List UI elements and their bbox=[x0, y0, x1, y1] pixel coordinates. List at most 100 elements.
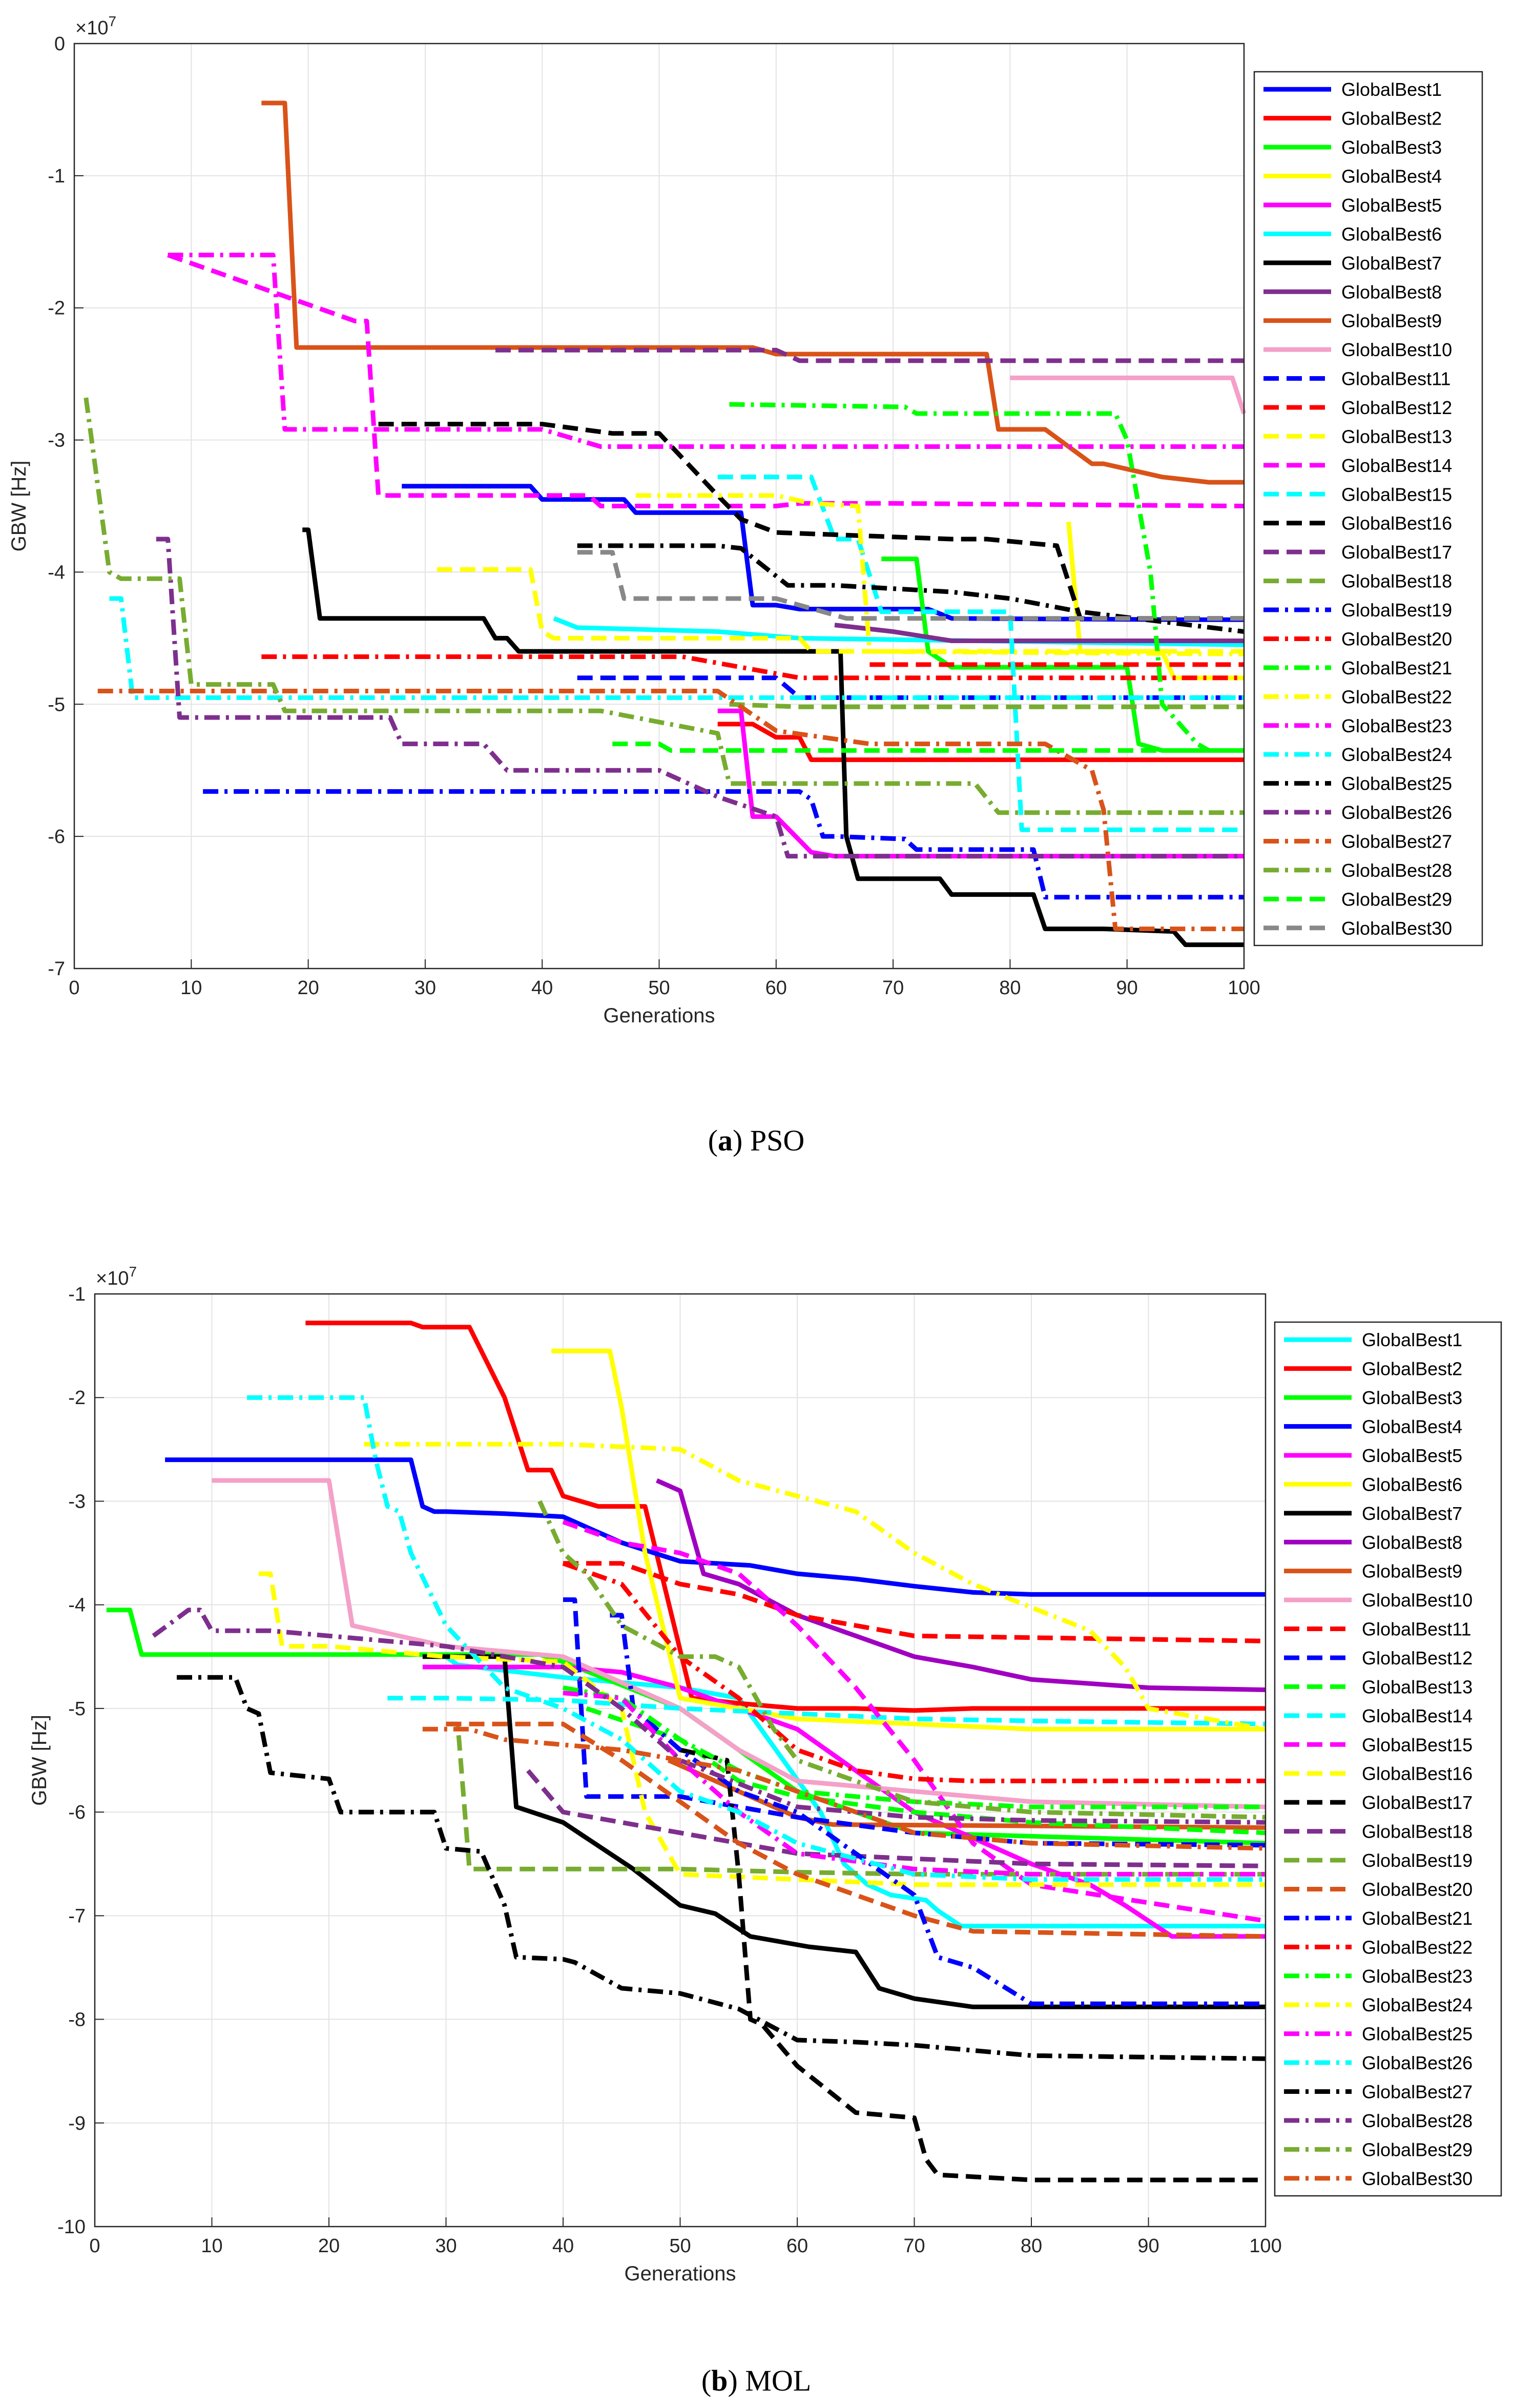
y-tick-label: -5 bbox=[68, 1698, 86, 1720]
y-tick-label: -5 bbox=[48, 694, 65, 715]
legend-entry-label: GlobalBest10 bbox=[1341, 339, 1452, 360]
legend-entry-label: GlobalBest2 bbox=[1341, 108, 1442, 129]
y-tick-label: -7 bbox=[68, 1905, 86, 1927]
legend-entry-label: GlobalBest22 bbox=[1341, 686, 1452, 707]
series-line-globalbest12 bbox=[563, 1597, 1266, 1848]
legend-entry-label: GlobalBest26 bbox=[1362, 2052, 1473, 2073]
y-tick-label: -3 bbox=[68, 1491, 86, 1512]
y-tick-label: -1 bbox=[68, 1284, 86, 1305]
series-line-globalbest29 bbox=[537, 1500, 1266, 1820]
legend-entry-label: GlobalBest27 bbox=[1341, 831, 1452, 852]
legend-entry-label: GlobalBest16 bbox=[1341, 513, 1452, 534]
series-line-globalbest21 bbox=[729, 402, 1244, 753]
legend-entry-label: GlobalBest4 bbox=[1362, 1416, 1462, 1437]
legend-entry-label: GlobalBest14 bbox=[1362, 1705, 1473, 1726]
legend-entry-label: GlobalBest11 bbox=[1362, 1619, 1471, 1640]
legend-entry-label: GlobalBest19 bbox=[1341, 600, 1452, 621]
legend-entry-label: GlobalBest3 bbox=[1341, 137, 1442, 158]
series-line-globalbest15 bbox=[717, 475, 1244, 832]
series-line-globalbest20 bbox=[261, 654, 1244, 681]
legend-entry-label: GlobalBest28 bbox=[1362, 2110, 1473, 2131]
legend-entry-label: GlobalBest20 bbox=[1341, 628, 1452, 649]
x-tick-label: 100 bbox=[1228, 977, 1260, 999]
caption-letter: a bbox=[718, 1124, 733, 1157]
legend-entry-label: GlobalBest21 bbox=[1362, 1908, 1473, 1929]
x-tick-label: 70 bbox=[882, 977, 904, 999]
x-axis-label: Generations bbox=[625, 2262, 736, 2285]
legend-entry-label: GlobalBest12 bbox=[1341, 397, 1452, 418]
series-line-globalbest7 bbox=[422, 1654, 1266, 2009]
series-line-globalbest8 bbox=[834, 623, 1244, 643]
series-line-globalbest14 bbox=[167, 253, 1245, 508]
legend-entry-label: GlobalBest18 bbox=[1362, 1821, 1473, 1842]
x-tick-label: 60 bbox=[786, 2235, 808, 2257]
series-line-globalbest16 bbox=[378, 422, 1244, 621]
series-line-globalbest25 bbox=[563, 1691, 1266, 1877]
legend-entry-label: GlobalBest8 bbox=[1341, 281, 1442, 302]
series-line-globalbest27 bbox=[97, 689, 1244, 932]
legend-entry-label: GlobalBest24 bbox=[1341, 744, 1452, 765]
legend-entry-label: GlobalBest17 bbox=[1341, 542, 1452, 563]
caption-mol: (b) MOL bbox=[701, 2364, 811, 2397]
exponent-label: ×107 bbox=[96, 1264, 137, 1289]
series-line-globalbest17 bbox=[495, 347, 1244, 363]
y-tick-label: -2 bbox=[48, 298, 65, 319]
x-tick-label: 0 bbox=[89, 2235, 100, 2257]
legend-box bbox=[1274, 1321, 1502, 2197]
y-tick-label: -2 bbox=[68, 1387, 86, 1409]
y-tick-label: -6 bbox=[48, 826, 65, 848]
series-line-globalbest27 bbox=[177, 1675, 1266, 2061]
legend-entry-label: GlobalBest25 bbox=[1362, 2024, 1473, 2045]
series-line-globalbest2 bbox=[717, 722, 1244, 763]
series-line-globalbest30 bbox=[577, 550, 1244, 621]
y-tick-label: -10 bbox=[57, 2216, 86, 2238]
series-line-globalbest22 bbox=[562, 1561, 1266, 1783]
x-tick-label: 10 bbox=[180, 977, 202, 999]
series-line-globalbest30 bbox=[422, 1726, 1266, 1851]
series-line-globalbest4 bbox=[165, 1457, 1266, 1597]
x-tick-label: 30 bbox=[414, 977, 436, 999]
caption-pso: (a) PSO bbox=[708, 1124, 805, 1157]
legend-entry-label: GlobalBest6 bbox=[1362, 1474, 1462, 1495]
legend-entry-label: GlobalBest8 bbox=[1362, 1532, 1462, 1553]
legend-entry-label: GlobalBest2 bbox=[1362, 1359, 1462, 1380]
legend-entry-label: GlobalBest3 bbox=[1362, 1387, 1462, 1408]
legend-entry-label: GlobalBest20 bbox=[1362, 1879, 1473, 1900]
series-line-globalbest3 bbox=[881, 557, 1244, 753]
y-tick-label: 0 bbox=[54, 33, 65, 55]
series-line-globalbest9 bbox=[261, 100, 1244, 485]
legend-entry-label: GlobalBest30 bbox=[1362, 2168, 1473, 2189]
series-line-globalbest26 bbox=[156, 537, 1244, 859]
x-tick-label: 60 bbox=[765, 977, 787, 999]
series-line-globalbest22 bbox=[635, 493, 1245, 656]
series-line-globalbest18 bbox=[729, 702, 1244, 709]
legend-entry-label: GlobalBest23 bbox=[1341, 715, 1452, 736]
legend-entry-label: GlobalBest25 bbox=[1341, 773, 1452, 794]
legend-entry-label: GlobalBest29 bbox=[1341, 889, 1452, 910]
axes-box bbox=[94, 1293, 1267, 2228]
pso-chart: 0 10 20 30 40 50 60 70 80 90 100 0 -1 -2 -3 -4 -5 -6 -7 ×10… bbox=[8, 13, 1483, 1027]
legend-entry-label: GlobalBest5 bbox=[1362, 1445, 1462, 1466]
x-tick-label: 40 bbox=[552, 2235, 574, 2257]
legend-entry-label: GlobalBest5 bbox=[1341, 195, 1442, 216]
series-line-globalbest17 bbox=[679, 1747, 1266, 2183]
series-line-globalbest29 bbox=[612, 742, 1244, 753]
legend-entry-label: GlobalBest23 bbox=[1362, 1966, 1473, 1987]
y-tick-label: -4 bbox=[48, 562, 65, 583]
series-line-globalbest6 bbox=[551, 1348, 1266, 1732]
series-line-globalbest24 bbox=[364, 1442, 1266, 1732]
legend-entry-label: GlobalBest1 bbox=[1362, 1329, 1462, 1350]
legend-entry-label: GlobalBest27 bbox=[1362, 2081, 1473, 2102]
legend-entry-label: GlobalBest28 bbox=[1341, 860, 1452, 881]
y-tick-label: -9 bbox=[68, 2113, 86, 2134]
x-tick-label: 20 bbox=[297, 977, 319, 999]
exponent-label: ×107 bbox=[75, 13, 116, 39]
legend-entry-label: GlobalBest21 bbox=[1341, 657, 1452, 678]
series-line-globalbest24 bbox=[109, 596, 1244, 700]
legend-entry-label: GlobalBest10 bbox=[1362, 1590, 1473, 1611]
legend-entry-label: GlobalBest14 bbox=[1341, 455, 1452, 476]
caption-letter: b bbox=[711, 2364, 728, 2397]
series-line-globalbest1 bbox=[402, 484, 1244, 622]
legend-entry-label: GlobalBest17 bbox=[1362, 1792, 1473, 1813]
